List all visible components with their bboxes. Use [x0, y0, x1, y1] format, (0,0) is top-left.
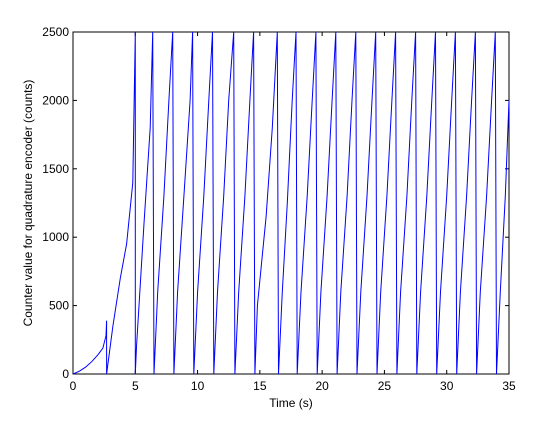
x-tick-label: 35 [502, 379, 516, 393]
x-tick-label: 30 [440, 379, 454, 393]
y-tick-label: 2000 [42, 93, 69, 107]
y-tick-label: 2500 [42, 25, 69, 39]
y-tick-label: 0 [62, 367, 69, 381]
y-tick-label: 1500 [42, 162, 69, 176]
x-tick-label: 10 [191, 379, 205, 393]
x-axis-label: Time (s) [269, 396, 313, 410]
y-tick-label: 1000 [42, 230, 69, 244]
y-tick-label: 500 [49, 299, 69, 313]
x-tick-label: 20 [315, 379, 329, 393]
axis-ticks: 0 5 10 15 20 25 30 35 0 500 1000 1500 2000 2500 [42, 25, 516, 393]
data-series [72, 31, 510, 375]
series-line [72, 31, 510, 375]
x-tick-label: 0 [70, 379, 77, 393]
x-tick-label: 15 [253, 379, 267, 393]
x-tick-label: 25 [378, 379, 392, 393]
x-tick-label: 5 [132, 379, 139, 393]
y-axis-label: Counter value for quadrature encoder (co… [21, 80, 35, 327]
